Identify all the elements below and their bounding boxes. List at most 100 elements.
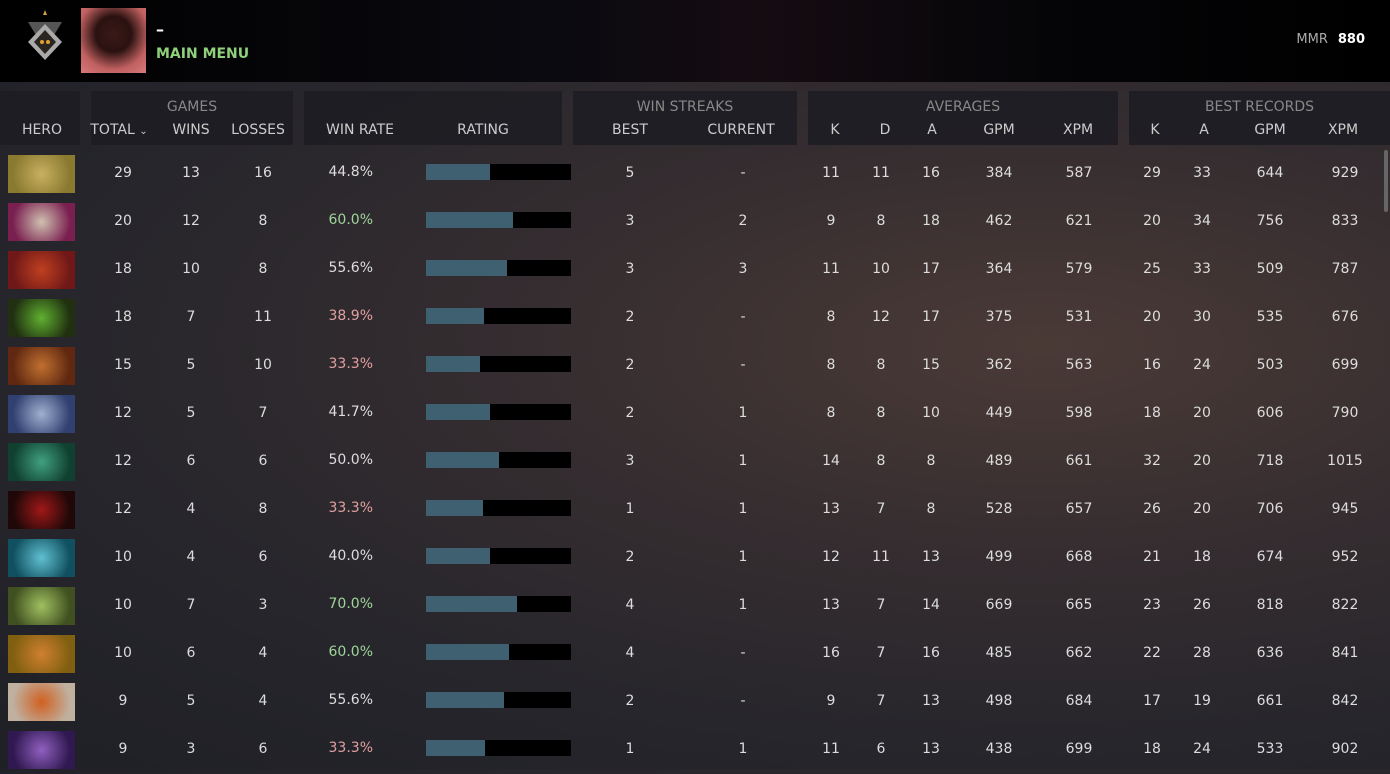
- cell-losses: 6: [258, 549, 268, 565]
- col-avg-d[interactable]: D: [879, 122, 891, 138]
- table-row[interactable]: 29 13 16 5 - 11 11 16 384 587 29 33 644 929 44.8%: [0, 150, 1380, 198]
- cell-current: 2: [738, 213, 748, 229]
- cell-win-rate: 38.9%: [328, 308, 373, 324]
- table-row[interactable]: 10 7 3 4 1 13 7 14 669 665 23 26 818 822 70.0%: [0, 582, 1380, 630]
- col-best-xpm[interactable]: XPM: [1327, 122, 1359, 138]
- col-total-label: TOTAL: [90, 122, 135, 138]
- table-row[interactable]: 10 4 6 2 1 12 11 13 499 668 21 18 674 952 40.0%: [0, 534, 1380, 582]
- main-menu-link[interactable]: MAIN MENU: [156, 46, 250, 62]
- cell-br-gpm: 718: [1256, 453, 1284, 469]
- hero-portrait[interactable]: [8, 395, 75, 433]
- table-row[interactable]: 15 5 10 2 - 8 8 15 362 563 16 24 503 699 33.3%: [0, 342, 1380, 390]
- hero-portrait[interactable]: [8, 203, 75, 241]
- cell-br-a: 26: [1193, 597, 1211, 613]
- cell-br-xpm: 822: [1331, 597, 1359, 613]
- cell-gpm: 499: [985, 549, 1013, 565]
- cell-br-k: 16: [1143, 357, 1161, 373]
- rating-bar-fill: [426, 164, 490, 180]
- cell-k: 11: [822, 261, 840, 277]
- hero-portrait[interactable]: [8, 635, 75, 673]
- rating-bar-fill: [426, 548, 490, 564]
- hero-portrait[interactable]: [8, 155, 75, 193]
- hero-portrait[interactable]: [8, 443, 75, 481]
- cell-br-gpm: 503: [1256, 357, 1284, 373]
- cell-br-xpm: 1015: [1327, 453, 1363, 469]
- hero-portrait[interactable]: [8, 539, 75, 577]
- cell-total: 10: [114, 549, 132, 565]
- col-best-streak[interactable]: BEST: [612, 122, 648, 138]
- col-total[interactable]: TOTAL ⌄: [90, 122, 147, 138]
- table-row[interactable]: 18 7 11 2 - 8 12 17 375 531 20 30 535 676 38.9%: [0, 294, 1380, 342]
- cell-win-rate: 60.0%: [328, 644, 373, 660]
- col-win-rate[interactable]: WIN RATE: [326, 122, 394, 138]
- col-rating[interactable]: RATING: [457, 122, 509, 138]
- hero-portrait[interactable]: [8, 347, 75, 385]
- table-row[interactable]: 10 6 4 4 - 16 7 16 485 662 22 28 636 841 60.0%: [0, 630, 1380, 678]
- rating-bar: [426, 212, 571, 228]
- cell-best: 4: [625, 597, 635, 613]
- cell-k: 14: [822, 453, 840, 469]
- cell-d: 7: [876, 693, 886, 709]
- table-row[interactable]: 12 4 8 1 1 13 7 8 528 657 26 20 706 945 33.3%: [0, 486, 1380, 534]
- cell-total: 9: [118, 741, 128, 757]
- table-row[interactable]: 18 10 8 3 3 11 10 17 364 579 25 33 509 787 55.6%: [0, 246, 1380, 294]
- cell-xpm: 699: [1065, 741, 1093, 757]
- cell-best: 3: [625, 213, 635, 229]
- col-avg-k[interactable]: K: [830, 122, 840, 138]
- cell-br-gpm: 706: [1256, 501, 1284, 517]
- cell-br-xpm: 699: [1331, 357, 1359, 373]
- cell-best: 2: [625, 405, 635, 421]
- cell-best: 2: [625, 693, 635, 709]
- cell-k: 8: [826, 309, 836, 325]
- cell-gpm: 438: [985, 741, 1013, 757]
- col-best-k[interactable]: K: [1150, 122, 1160, 138]
- scrollbar[interactable]: [1384, 150, 1388, 212]
- cell-gpm: 498: [985, 693, 1013, 709]
- cell-br-k: 20: [1143, 213, 1161, 229]
- player-avatar[interactable]: [81, 8, 146, 73]
- cell-k: 16: [822, 645, 840, 661]
- cell-win-rate: 55.6%: [328, 692, 373, 708]
- col-hero[interactable]: HERO: [21, 122, 63, 138]
- cell-win-rate: 33.3%: [328, 356, 373, 372]
- rating-bar-fill: [426, 500, 483, 516]
- cell-losses: 8: [258, 501, 268, 517]
- hero-portrait[interactable]: [8, 731, 75, 769]
- table-row[interactable]: 20 12 8 3 2 9 8 18 462 621 20 34 756 833 60.0%: [0, 198, 1380, 246]
- cell-br-xpm: 945: [1331, 501, 1359, 517]
- hero-portrait[interactable]: [8, 683, 75, 721]
- hero-portrait[interactable]: [8, 299, 75, 337]
- rating-bar: [426, 356, 571, 372]
- cell-wins: 7: [186, 309, 196, 325]
- hero-portrait[interactable]: [8, 491, 75, 529]
- col-avg-xpm[interactable]: XPM: [1062, 122, 1094, 138]
- col-current-streak[interactable]: CURRENT: [707, 122, 775, 138]
- cell-current: -: [740, 357, 746, 373]
- table-row[interactable]: 9 5 4 2 - 9 7 13 498 684 17 19 661 842 55.6%: [0, 678, 1380, 726]
- cell-best: 1: [625, 741, 635, 757]
- cell-br-k: 22: [1143, 645, 1161, 661]
- col-best-a[interactable]: A: [1199, 122, 1209, 138]
- table-row[interactable]: 12 6 6 3 1 14 8 8 489 661 32 20 718 1015 50.0%: [0, 438, 1380, 486]
- cell-win-rate: 50.0%: [328, 452, 373, 468]
- col-losses[interactable]: LOSSES: [231, 122, 285, 138]
- col-avg-gpm[interactable]: GPM: [983, 122, 1015, 138]
- cell-br-a: 18: [1193, 549, 1211, 565]
- table-row[interactable]: 12 5 7 2 1 8 8 10 449 598 18 20 606 790 41.7%: [0, 390, 1380, 438]
- hero-portrait[interactable]: [8, 587, 75, 625]
- cell-d: 10: [872, 261, 890, 277]
- col-best-gpm[interactable]: GPM: [1254, 122, 1286, 138]
- cell-br-xpm: 952: [1331, 549, 1359, 565]
- cell-a: 13: [922, 549, 940, 565]
- cell-br-xpm: 833: [1331, 213, 1359, 229]
- hero-portrait[interactable]: [8, 251, 75, 289]
- col-avg-a[interactable]: A: [927, 122, 937, 138]
- cell-a: 10: [922, 405, 940, 421]
- cell-br-gpm: 644: [1256, 165, 1284, 181]
- col-wins[interactable]: WINS: [172, 122, 210, 138]
- table-row[interactable]: 9 3 6 1 1 11 6 13 438 699 18 24 533 902 33.3%: [0, 726, 1380, 774]
- cell-br-xpm: 902: [1331, 741, 1359, 757]
- cell-br-k: 32: [1143, 453, 1161, 469]
- cell-xpm: 587: [1065, 165, 1093, 181]
- cell-gpm: 362: [985, 357, 1013, 373]
